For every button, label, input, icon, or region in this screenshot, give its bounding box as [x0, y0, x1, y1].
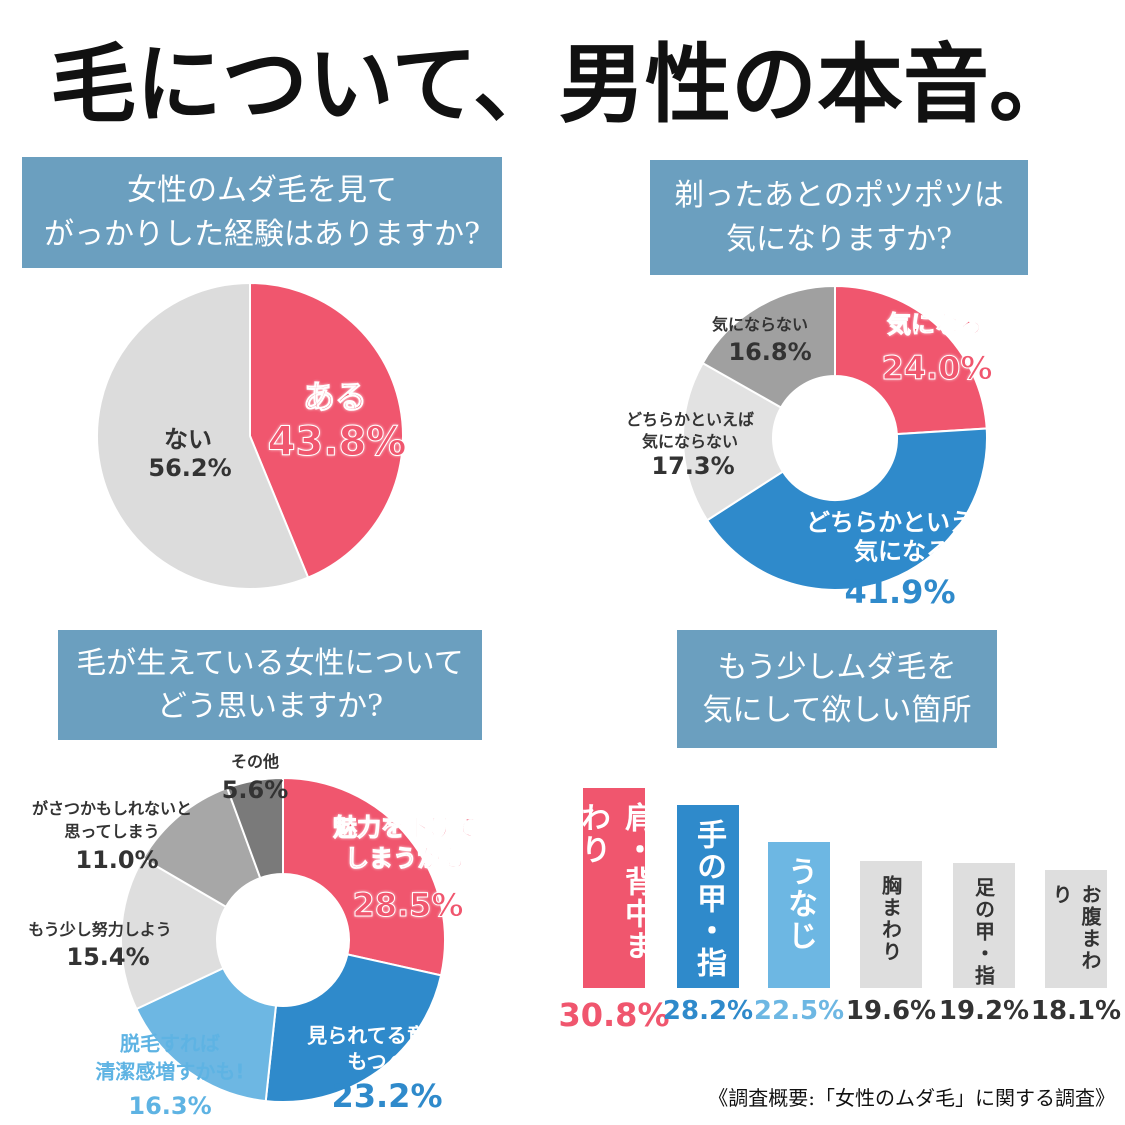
- bar: お腹まわり: [1045, 870, 1107, 988]
- slice-value: 15.4%: [66, 943, 150, 971]
- bar: 手の甲・指: [677, 804, 739, 988]
- chart1-title: 女性のムダ毛を見て がっかりした経験はありますか?: [22, 157, 502, 268]
- bar-category-label: うなじ: [782, 855, 817, 952]
- chart3-slice-2: [135, 966, 278, 1103]
- slice-value: 41.9%: [844, 573, 956, 611]
- bar-category-label: 肩・背中まわり: [575, 801, 654, 962]
- chart1-title-line: がっかりした経験はありますか?: [43, 216, 481, 252]
- slice-label: 清潔感増すかも!: [95, 1059, 245, 1084]
- slice-value: 17.3%: [651, 452, 735, 480]
- slice-label: 見られてる意識を: [307, 1023, 467, 1048]
- slice-label: 気にならない: [641, 432, 739, 451]
- chart4-title: もう少しムダ毛を 気にして欲しい箇所: [677, 630, 997, 748]
- slice-label: 思ってしまう: [64, 822, 160, 841]
- chart3-slice-0: [282, 776, 446, 977]
- slice-label: その他: [230, 752, 280, 771]
- chart2-slice-3: [701, 284, 836, 409]
- slice-value: 24.0%: [881, 349, 993, 388]
- slice-label: しまうかも: [345, 844, 466, 873]
- chart3-title: 毛が生えている女性について どう思いますか?: [58, 630, 482, 740]
- slice-value: 28.5%: [352, 886, 464, 925]
- chart4-title-line: もう少しムダ毛を: [717, 649, 957, 685]
- bar-category-label: 足の甲・指: [971, 877, 996, 988]
- chart2-title-line: 気になりますか?: [725, 221, 953, 257]
- bar-category-label: 胸まわり: [878, 874, 903, 963]
- chart3-slice-3: [120, 857, 228, 1011]
- bar: 肩・背中まわり: [575, 787, 654, 988]
- chart1-slice-0: [249, 281, 404, 579]
- slice-value: 16.3%: [128, 1092, 212, 1120]
- chart1-slice-1: [96, 281, 310, 590]
- chart3-slice-5: [225, 776, 284, 880]
- slice-value: 5.6%: [221, 776, 289, 804]
- chart2-slice-2: [682, 361, 785, 522]
- bar-value-label: 28.2%: [662, 996, 754, 1026]
- bar-value-label: 19.2%: [938, 996, 1030, 1026]
- slice-label: ない: [164, 425, 212, 454]
- slice-label: 気にならない: [711, 315, 809, 334]
- slice-label: もつべき: [347, 1049, 427, 1074]
- bar-value-label: 30.8%: [558, 996, 670, 1034]
- slice-value: 56.2%: [148, 454, 232, 482]
- slice-label: ある: [302, 378, 368, 417]
- bar: 胸まわり: [860, 860, 922, 988]
- bar: 足の甲・指: [953, 863, 1015, 988]
- bar-value-label: 19.6%: [845, 996, 937, 1026]
- slice-label: 魅力を下げて: [333, 813, 478, 842]
- page-title: 毛について、男性の本音。: [49, 34, 1076, 135]
- footnote: 《調査概要:「女性のムダ毛」に関する調査》: [708, 1086, 1115, 1110]
- bar: うなじ: [768, 841, 830, 988]
- slice-value: 16.8%: [728, 338, 812, 366]
- chart2-slice-1: [705, 427, 988, 591]
- bar-value-label: 22.5%: [753, 996, 845, 1026]
- slice-label: もう少し努力しよう: [28, 920, 172, 939]
- chart2-title: 剃ったあとのポツポツは 気になりますか?: [650, 160, 1028, 275]
- bar-category-label: お腹まわり: [1049, 884, 1102, 973]
- slice-label: どちらかといえば: [625, 410, 755, 429]
- chart3-title-line: 毛が生えている女性について: [76, 645, 464, 681]
- slice-label: どちらかといえば: [806, 508, 998, 537]
- slice-value: 23.2%: [331, 1077, 443, 1115]
- chart3-slice-1: [264, 953, 443, 1103]
- chart2-slice-0: [834, 284, 988, 436]
- bar-category-label: 手の甲・指: [691, 818, 726, 979]
- slice-label: がさつかもしれないと: [31, 799, 193, 818]
- slice-label: 気になる: [887, 310, 984, 339]
- slice-label: 気になる: [854, 537, 950, 566]
- bar-value-label: 18.1%: [1030, 996, 1122, 1026]
- slice-value: 43.8%: [267, 419, 407, 466]
- chart1-title-line: 女性のムダ毛を見て: [127, 173, 397, 208]
- chart4-title-line: 気にして欲しい箇所: [702, 693, 972, 728]
- slice-label: 脱毛すれば: [120, 1031, 220, 1056]
- slice-value: 11.0%: [75, 846, 159, 874]
- chart2-title-line: 剃ったあとのポツポツは: [674, 178, 1004, 213]
- chart3-title-line: どう思いますか?: [156, 689, 384, 724]
